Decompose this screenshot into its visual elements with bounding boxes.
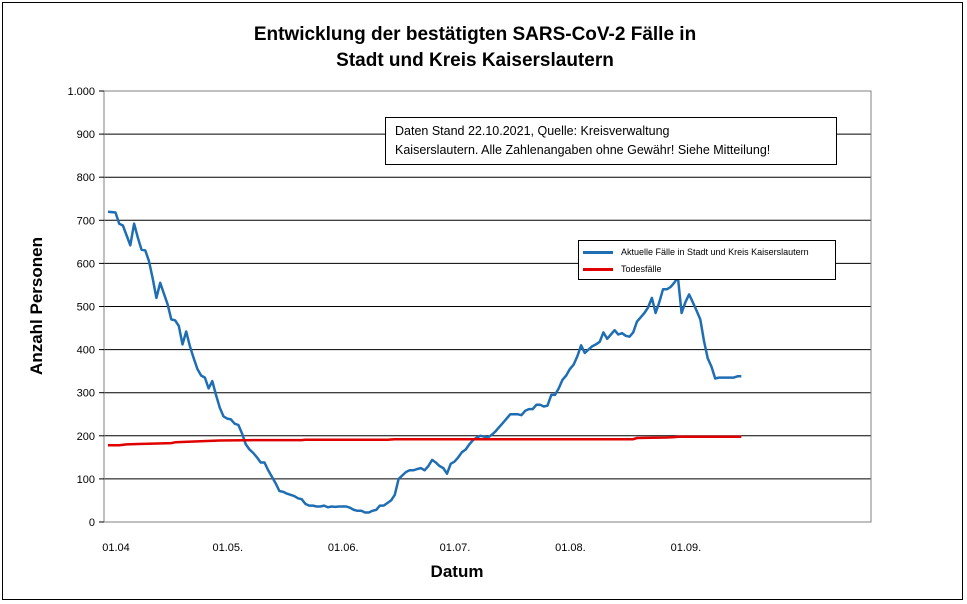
y-axis-label: Anzahl Personen [27, 237, 46, 375]
legend: Aktuelle Fälle in Stadt und Kreis Kaiser… [578, 240, 836, 280]
x-tick-label-5: 01.09. [671, 542, 702, 554]
legend-label-cases: Aktuelle Fälle in Stadt und Kreis Kaiser… [621, 247, 809, 257]
x-tick-label-0: 01.04 [102, 542, 130, 554]
chart-title-line-2: Stadt und Kreis Kaiserslautern [336, 50, 614, 71]
legend-entry-cases: Aktuelle Fälle in Stadt und Kreis Kaiser… [579, 245, 809, 259]
series-line-0 [107, 210, 742, 514]
y-tick-label-1: 100 [77, 474, 95, 486]
chart-title-line-1: Entwicklung der bestätigten SARS-CoV-2 F… [253, 24, 697, 45]
legend-label-deaths: Todesfälle [621, 264, 662, 274]
y-tick-label-9: 900 [77, 129, 95, 141]
y-tick-label-6: 600 [77, 258, 95, 270]
x-tick-label-2: 01.06. [328, 542, 359, 554]
x-tick-label-1: 01.05. [212, 542, 243, 554]
x-axis-ticks: 01.04 01.05. 01.06. 01.07. 01.08. 01.09. [102, 542, 701, 554]
legend-swatch-cases [583, 250, 613, 254]
chart-title: Entwicklung der bestätigten SARS-CoV-2 F… [0, 22, 950, 74]
y-tick-label-5: 500 [77, 302, 95, 314]
legend-swatch-deaths [583, 267, 613, 271]
gridlines [104, 133, 871, 480]
x-tick-label-4: 01.08. [555, 542, 586, 554]
y-tick-label-4: 400 [77, 345, 95, 357]
note-line-1: Daten Stand 22.10.2021, Quelle: Kreisver… [395, 124, 670, 138]
y-tick-label-10: 1.000 [67, 86, 95, 98]
note-line-2: Kaiserslautern. Alle Zahlenangaben ohne … [395, 143, 771, 157]
y-tick-label-8: 800 [77, 172, 95, 184]
x-axis-label: Datum [430, 562, 484, 581]
y-tick-label-2: 200 [77, 431, 95, 443]
x-tick-label-3: 01.07. [440, 542, 471, 554]
legend-entry-deaths: Todesfälle [579, 262, 662, 276]
data-source-note: Daten Stand 22.10.2021, Quelle: Kreisver… [385, 117, 837, 165]
y-tick-label-3: 300 [77, 388, 95, 400]
y-tick-label-0: 0 [89, 517, 95, 529]
series-lines [107, 210, 742, 514]
y-axis-ticks: 0 100 200 300 400 500 600 700 800 900 1.000 [67, 86, 104, 529]
series-line-1 [108, 435, 742, 447]
y-tick-label-7: 700 [77, 215, 95, 227]
